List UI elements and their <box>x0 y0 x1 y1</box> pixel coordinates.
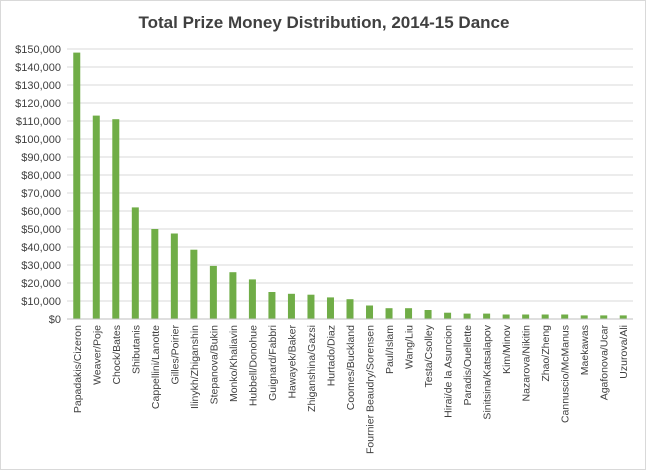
y-tick-label: $70,000 <box>21 188 61 200</box>
x-tick-label: Hurtado/Diaz <box>325 325 337 386</box>
x-tick-label: Kim/Minov <box>501 324 513 374</box>
bar <box>229 272 237 319</box>
y-tick-label: $30,000 <box>21 260 61 272</box>
bar <box>405 308 413 319</box>
x-tick-label: Paradis/Ouellette <box>462 325 474 406</box>
bar <box>346 299 354 319</box>
bar <box>483 313 491 319</box>
y-tick-label: $40,000 <box>21 242 61 254</box>
x-tick-label: Agafonova/Ucar <box>599 324 611 400</box>
bar <box>463 313 471 319</box>
y-tick-label: $10,000 <box>21 296 61 308</box>
bar <box>131 207 139 319</box>
x-tick-label: Nazarova/Nikitin <box>521 325 533 402</box>
bar <box>151 229 159 319</box>
x-tick-label: Hubbell/Donohue <box>247 325 259 406</box>
bar <box>92 115 100 319</box>
bar <box>326 297 334 319</box>
bar <box>248 279 256 319</box>
y-tick-label: $120,000 <box>15 98 61 110</box>
x-tick-label: Ilinykh/Zhiganshin <box>189 325 201 409</box>
bar <box>385 308 393 319</box>
x-axis-ticks: Papadakis/Cizeron Weaver/Poje Chock/Bates S… <box>72 324 630 454</box>
bar <box>287 293 295 319</box>
x-tick-label: Zhao/Zheng <box>540 325 552 382</box>
x-tick-label: Cappellini/Lanotte <box>150 325 162 409</box>
bar <box>73 52 81 319</box>
x-tick-label: Uzurova/Ali <box>618 325 630 379</box>
x-tick-label: Coomes/Buckland <box>345 325 357 410</box>
y-tick-label: $110,000 <box>16 116 61 128</box>
x-tick-label: Papadakis/Cizeron <box>72 325 84 413</box>
bar <box>307 294 315 319</box>
bars <box>73 52 627 319</box>
y-tick-label: $90,000 <box>21 152 61 164</box>
y-tick-label: $20,000 <box>21 278 61 290</box>
bar <box>580 315 588 319</box>
x-tick-label: Monko/Khaliavin <box>228 325 240 402</box>
bar <box>522 314 530 319</box>
x-tick-label: Gilles/Poirier <box>169 324 181 384</box>
x-tick-label: Shibutanis <box>130 325 142 374</box>
bar <box>366 305 374 319</box>
gridlines <box>67 48 633 320</box>
x-tick-label: Chock/Bates <box>111 325 123 385</box>
chart-title: Total Prize Money Distribution, 2014-15 … <box>139 13 510 32</box>
bar <box>600 315 608 319</box>
bar <box>268 292 276 319</box>
y-tick-label: $140,000 <box>15 62 61 74</box>
x-tick-label: Maekawas <box>579 325 591 375</box>
y-tick-label: $50,000 <box>21 224 61 236</box>
y-tick-label: $80,000 <box>21 170 61 182</box>
x-tick-label: Cannuscio/McManus <box>560 325 572 423</box>
x-tick-label: Guignard/Fabbri <box>267 325 279 401</box>
x-tick-label: Fournier Beaudry/Sorensen <box>365 325 377 454</box>
x-tick-label: Stepanova/Bukin <box>208 325 220 405</box>
bar <box>190 249 198 319</box>
bar <box>541 314 549 319</box>
bar <box>561 314 569 319</box>
y-tick-label: $130,000 <box>15 80 61 92</box>
y-tick-label: $150,000 <box>15 44 61 56</box>
x-tick-label: Hawayek/Baker <box>286 324 298 398</box>
x-tick-label: Hirai/de la Asuncion <box>443 325 455 418</box>
y-axis-ticks: $0 $10,000 $20,000 $30,000 $40,000 $50,000 $60… <box>15 44 61 326</box>
y-tick-label: $0 <box>49 314 61 326</box>
x-tick-label: Wang/Liu <box>404 325 416 369</box>
bar <box>444 312 452 319</box>
y-tick-label: $60,000 <box>21 206 61 218</box>
bar <box>112 119 120 319</box>
bar <box>502 314 510 319</box>
bar <box>424 310 432 319</box>
y-tick-label: $100,000 <box>15 134 61 146</box>
x-tick-label: Zhiganshina/Gazsi <box>306 325 318 412</box>
x-tick-label: Paul/Islam <box>384 325 396 374</box>
x-tick-label: Sinitsina/Katsalapov <box>482 324 494 419</box>
bar <box>619 315 627 319</box>
bar <box>209 265 217 319</box>
x-tick-label: Testa/Csolley <box>423 324 435 387</box>
bar <box>170 233 178 319</box>
x-tick-label: Weaver/Poje <box>91 325 103 385</box>
